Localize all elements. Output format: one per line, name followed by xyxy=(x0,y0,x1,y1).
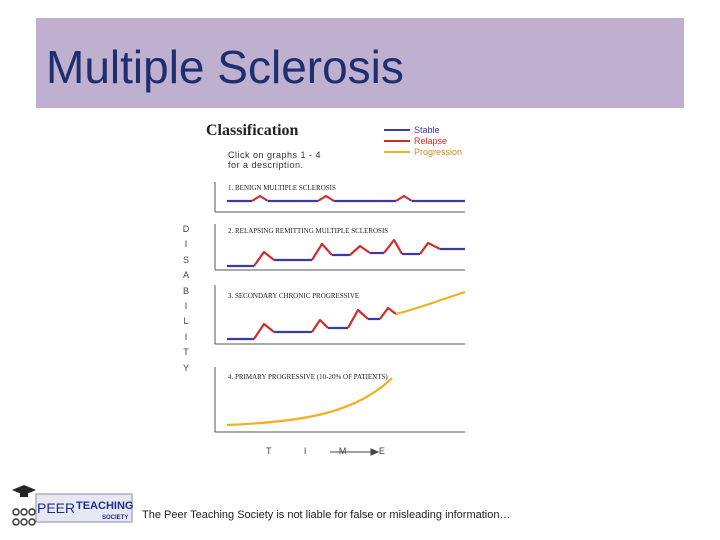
panel-4-traces xyxy=(226,377,393,427)
time-arrow xyxy=(330,448,380,456)
legend-swatch-relapse xyxy=(384,139,410,142)
panel-2-relapse xyxy=(253,250,275,267)
panel-3-progression xyxy=(395,290,466,316)
y-axis-letter: Y xyxy=(182,362,189,373)
panel-2-relapse xyxy=(311,242,333,261)
panel-2-relapse xyxy=(349,244,371,256)
y-axis-letter: I xyxy=(184,301,188,312)
panel-1-label: 1. BENIGN MULTIPLE SCLEROSIS xyxy=(228,184,336,192)
panel-1-relapse xyxy=(395,194,413,202)
panel-2-relapse xyxy=(419,241,441,255)
y-axis-letter: L xyxy=(183,316,189,327)
title-bar: Multiple Sclerosis xyxy=(36,18,684,108)
panel-3-relapse xyxy=(311,318,329,333)
legend-item-progression: Progression xyxy=(384,146,462,157)
people-icon xyxy=(12,508,36,526)
panel-3-relapse xyxy=(253,322,275,340)
panel-3-relapse xyxy=(347,308,369,329)
panel-1-relapse xyxy=(317,194,335,202)
panel-axes xyxy=(214,182,465,433)
figure-note-line2: for a description. xyxy=(228,160,304,170)
mortarboard-icon xyxy=(12,485,36,495)
figure-title: Classification xyxy=(206,122,299,139)
legend-swatch-progression xyxy=(384,150,410,153)
legend-label-progression: Progression xyxy=(414,146,463,157)
legend: Stable Relapse Progression xyxy=(384,124,462,157)
classification-graphs[interactable]: 1. BENIGN MULTIPLE SCLEROSIS 2. RELAPSIN… xyxy=(170,112,490,464)
figure-note-line1: Click on graphs 1 - 4 xyxy=(228,150,322,160)
legend-label-stable: Stable xyxy=(414,124,440,135)
x-axis-label: T I M E xyxy=(266,446,400,456)
panel-4-label: 4. PRIMARY PROGRESSIVE (10-20% OF PATIEN… xyxy=(228,373,388,381)
y-axis-letter: A xyxy=(182,270,189,281)
logo-text-teaching: TEACHING xyxy=(76,500,133,512)
y-axis-letter: I xyxy=(184,331,188,342)
legend-item-relapse: Relapse xyxy=(384,135,462,146)
peer-teaching-society-logo: PEER TEACHING SOCIETY xyxy=(10,484,134,526)
y-axis-letter: B xyxy=(182,285,189,296)
legend-item-stable: Stable xyxy=(384,124,462,135)
slide-title: Multiple Sclerosis xyxy=(46,41,404,93)
y-axis-label: D I S A B I L I T Y xyxy=(180,222,192,376)
logo-text-society: SOCIETY xyxy=(102,515,128,521)
panel-1-relapse xyxy=(251,194,269,202)
panel-1-traces xyxy=(227,194,465,203)
panel-4-progression xyxy=(226,377,393,427)
y-axis-letter: D xyxy=(182,224,190,234)
legend-label-relapse: Relapse xyxy=(414,135,448,146)
disclaimer-text: The Peer Teaching Society is not liable … xyxy=(142,509,511,521)
panel-2-traces xyxy=(227,238,465,268)
figure-note: Click on graphs 1 - 4 for a description. xyxy=(228,150,321,170)
legend-swatch-stable xyxy=(384,128,410,131)
panel-3-traces xyxy=(227,290,466,341)
y-axis-letter: T xyxy=(183,347,189,358)
y-axis-letter: S xyxy=(182,254,189,265)
panel-3-label: 3. SECONDARY CHRONIC PROGRESSIVE xyxy=(228,292,359,300)
ms-classification-figure[interactable]: 1. BENIGN MULTIPLE SCLEROSIS 2. RELAPSIN… xyxy=(170,112,490,464)
y-axis-letter: I xyxy=(184,239,188,250)
panel-3-relapse xyxy=(379,306,397,320)
logo-text-peer: PEER xyxy=(37,500,75,516)
panel-2-label: 2. RELAPSING REMITTING MULTIPLE SCLEROSI… xyxy=(228,227,388,235)
panel-2-relapse xyxy=(383,238,403,255)
